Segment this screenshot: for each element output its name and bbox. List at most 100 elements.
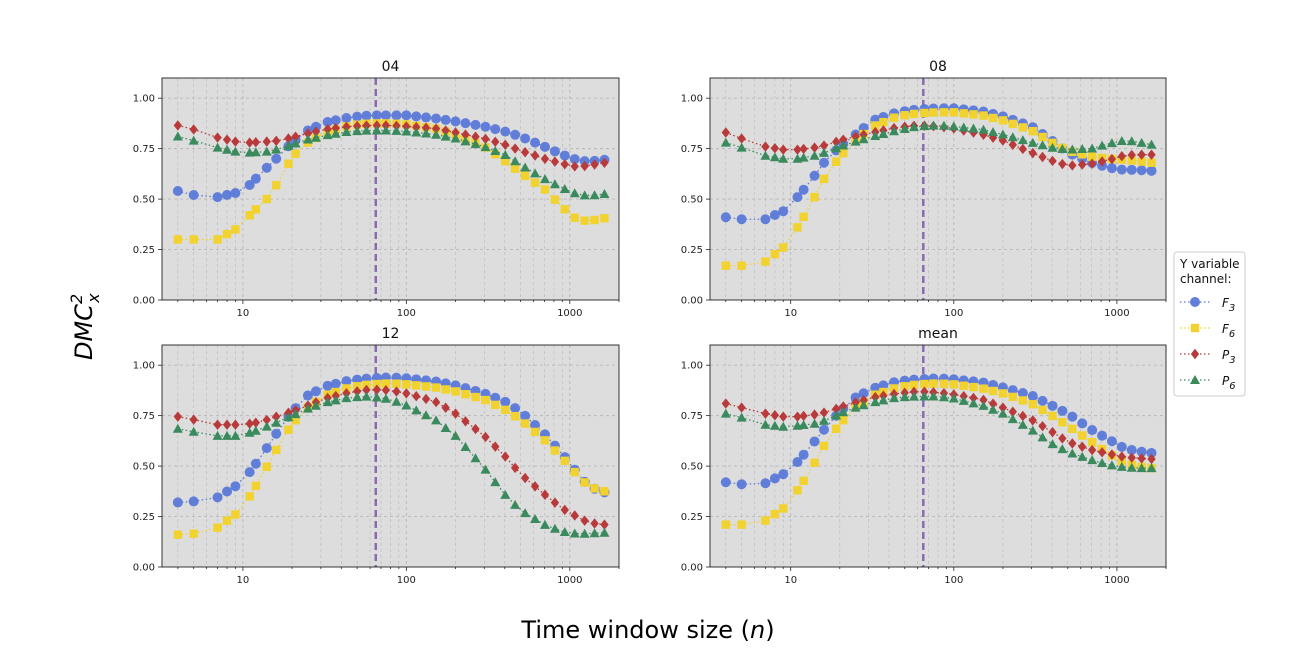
- data-point-F6: [949, 380, 959, 389]
- data-point-F6: [1068, 424, 1077, 433]
- data-point-F3: [520, 133, 531, 144]
- data-point-P3: [979, 394, 988, 406]
- data-point-F6: [560, 456, 569, 466]
- data-point-P3: [590, 518, 599, 529]
- data-point-F6: [909, 380, 919, 390]
- data-point-P3: [381, 384, 391, 396]
- data-point-P3: [1048, 155, 1057, 167]
- data-point-P3: [431, 396, 441, 408]
- data-point-P6: [261, 146, 272, 156]
- data-point-P3: [590, 159, 599, 170]
- data-point-F6: [580, 216, 589, 225]
- data-point-P3: [1008, 406, 1017, 417]
- subplot-title: mean: [918, 326, 958, 342]
- data-point-F6: [871, 121, 880, 130]
- data-point-F3: [769, 209, 780, 220]
- data-point-P6: [769, 152, 780, 162]
- data-point-F3: [1067, 411, 1078, 422]
- data-point-P6: [352, 392, 363, 402]
- series-P6: [720, 120, 1157, 163]
- data-point-F6: [831, 424, 841, 434]
- data-point-F6: [998, 116, 1008, 125]
- data-point-P6: [589, 190, 600, 200]
- data-point-P6: [809, 418, 820, 428]
- svg-text:Time window size (n): Time window size (n): [520, 616, 774, 644]
- y-tick-label: 0.50: [681, 462, 703, 473]
- data-point-F6: [1078, 431, 1087, 440]
- data-point-P3: [372, 384, 382, 395]
- data-point-P3: [1137, 149, 1146, 160]
- data-point-F3: [549, 146, 560, 157]
- data-point-F6: [262, 462, 271, 472]
- data-point-P6: [599, 527, 610, 537]
- data-point-P6: [760, 150, 771, 160]
- data-point-F6: [1038, 132, 1047, 142]
- svg-text:DMC2x: DMC2x: [67, 293, 103, 360]
- data-point-P6: [988, 127, 999, 137]
- data-point-P6: [1047, 439, 1058, 449]
- data-point-P6: [361, 391, 372, 401]
- y-axis-super-label: DMC2x: [67, 293, 103, 360]
- data-point-F3: [769, 473, 780, 484]
- data-point-F6: [510, 411, 520, 421]
- data-point-P6: [988, 404, 999, 414]
- data-point-P3: [323, 123, 332, 135]
- data-point-P6: [736, 142, 747, 152]
- data-point-P3: [262, 414, 271, 426]
- data-point-P3: [1058, 433, 1067, 444]
- data-point-F6: [810, 192, 819, 202]
- data-point-P3: [793, 411, 802, 422]
- data-point-F6: [988, 113, 998, 123]
- data-point-F6: [245, 492, 254, 501]
- y-tick-label: 0.00: [133, 296, 155, 307]
- data-point-P3: [530, 481, 540, 492]
- data-point-F6: [1147, 158, 1156, 167]
- data-point-P6: [371, 125, 382, 135]
- data-point-P3: [311, 126, 321, 137]
- data-point-P6: [431, 415, 442, 425]
- data-point-P6: [1067, 448, 1078, 458]
- y-tick-label: 1.00: [133, 361, 155, 372]
- data-point-F6: [251, 481, 261, 491]
- data-point-P3: [461, 416, 470, 427]
- data-point-P6: [283, 412, 294, 422]
- data-point-F3: [271, 428, 282, 439]
- data-point-F6: [520, 419, 530, 428]
- data-point-F3: [819, 424, 829, 435]
- data-point-F3: [411, 111, 422, 122]
- data-point-F3: [341, 376, 352, 387]
- data-point-F3: [212, 492, 223, 503]
- data-point-F3: [450, 116, 461, 127]
- data-point-P3: [303, 128, 313, 139]
- y-tick-label: 0.75: [133, 144, 155, 155]
- data-point-P3: [721, 398, 730, 409]
- data-point-F6: [770, 249, 780, 259]
- data-point-F6: [291, 415, 300, 425]
- data-point-P6: [411, 127, 422, 137]
- legend-label: P6: [1222, 374, 1236, 392]
- data-point-P6: [850, 402, 861, 412]
- data-point-F3: [809, 170, 820, 181]
- data-point-P6: [530, 168, 541, 178]
- y-tick-label: 0.50: [133, 195, 155, 206]
- data-point-P6: [480, 142, 491, 152]
- series-P6: [172, 125, 610, 200]
- data-point-F6: [988, 386, 998, 396]
- data-point-P3: [969, 127, 978, 138]
- data-point-F6: [173, 235, 183, 244]
- data-point-F6: [1028, 126, 1037, 136]
- data-point-P3: [737, 402, 746, 413]
- data-point-P3: [491, 136, 500, 147]
- data-point-F6: [530, 178, 540, 187]
- data-point-F3: [809, 436, 820, 447]
- data-point-F6: [920, 108, 929, 118]
- data-point-P6: [380, 393, 391, 403]
- data-point-P6: [380, 125, 391, 135]
- data-point-P3: [222, 419, 232, 430]
- data-point-F3: [870, 382, 881, 393]
- data-point-P3: [189, 414, 198, 425]
- data-point-P6: [212, 430, 223, 440]
- data-point-F6: [570, 213, 579, 222]
